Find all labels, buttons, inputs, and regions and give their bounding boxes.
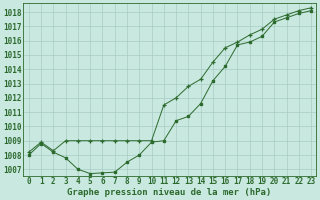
X-axis label: Graphe pression niveau de la mer (hPa): Graphe pression niveau de la mer (hPa)	[67, 188, 271, 197]
